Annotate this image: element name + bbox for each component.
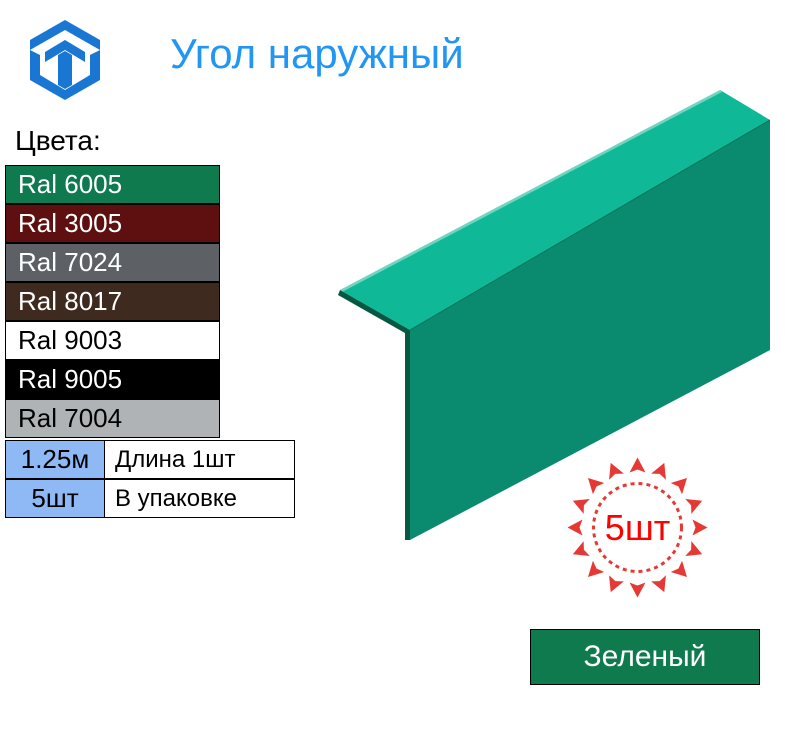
quantity-badge-text: 5шт [605,507,670,549]
color-swatch: Ral 6005 [5,165,220,204]
color-swatch: Ral 8017 [5,282,220,321]
brand-logo [15,15,115,115]
color-swatch: Ral 9003 [5,321,220,360]
logo-icon [15,15,115,115]
spec-value: 1.25м [5,440,105,479]
color-swatch: Ral 3005 [5,204,220,243]
color-name-box: Зеленый [530,629,760,685]
color-swatch: Ral 7024 [5,243,220,282]
quantity-badge: 5шт [565,455,710,600]
color-swatch: Ral 7004 [5,399,220,438]
colors-label: Цвета: [5,125,245,157]
spec-value: 5шт [5,479,105,518]
colors-section: Цвета: Ral 6005Ral 3005Ral 7024Ral 8017R… [5,125,245,438]
color-swatch: Ral 9005 [5,360,220,399]
